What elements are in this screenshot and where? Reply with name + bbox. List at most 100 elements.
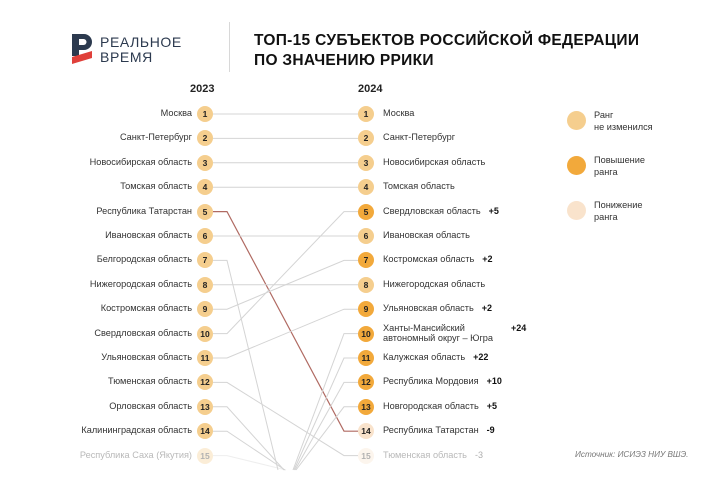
right-rank-badge: 1 xyxy=(358,106,374,122)
rank-change: +2 xyxy=(482,254,493,265)
left-rank-badge: 4 xyxy=(197,179,213,196)
right-region-name: Новосибирская область xyxy=(383,157,485,168)
right-region-name: Ивановская область xyxy=(383,230,470,241)
left-region-name: Белгородская область xyxy=(96,254,192,265)
right-region-name-line: Ивановская область xyxy=(383,230,470,240)
left-region-name: Москва xyxy=(160,108,192,118)
left-region-name: Костромская область xyxy=(100,303,192,314)
legend-label-line-1: Ранг xyxy=(594,110,614,120)
left-region-name: Томская область xyxy=(120,181,192,192)
right-rank-badge: 6 xyxy=(358,228,374,244)
right-region-name-line: Москва xyxy=(383,108,415,118)
rank-change: +2 xyxy=(481,303,493,314)
right-rank-badge: 7 xyxy=(358,252,374,269)
left-region-name: Санкт-Петербург xyxy=(119,132,192,143)
left-region-name: Тюменская область xyxy=(108,376,192,387)
right-region-name: Нижегородская область xyxy=(383,279,485,290)
slope-line-15 xyxy=(213,455,287,471)
right-rank-badge: 10 xyxy=(358,325,374,342)
left-rank-badge: 8 xyxy=(197,276,213,293)
legend-label-line-2: ранга xyxy=(594,167,618,177)
right-region-name-line: Томская область xyxy=(383,181,455,192)
right-region-name: Республика Татарстан xyxy=(383,425,479,436)
right-rank-badge: 15 xyxy=(358,447,374,464)
right-region-name-line: Ханты-Мансийский xyxy=(383,322,465,333)
logo-mark-icon xyxy=(72,34,92,64)
right-region-name-line-2: автономный округ – Югра xyxy=(383,333,494,344)
left-region-name: Орловская область xyxy=(109,400,192,411)
right-region-name: Свердловская область xyxy=(383,206,481,217)
left-region-name: Новосибирская область xyxy=(89,156,192,167)
year-label-right: 2024 xyxy=(358,83,383,95)
legend-swatch xyxy=(567,201,586,220)
right-region-name: Республика Мордовия xyxy=(383,376,479,387)
right-rank-badge: 11 xyxy=(358,350,374,366)
right-rank-badge: 5 xyxy=(358,203,374,220)
legend-label-line-1: Понижение xyxy=(594,200,643,210)
right-region-name: Санкт-Петербург xyxy=(383,132,455,143)
left-region-name: Нижегородская область xyxy=(89,278,192,289)
rank-change: +5 xyxy=(486,400,497,411)
slope-line-new-13 xyxy=(295,406,358,471)
legend-swatch xyxy=(567,111,586,130)
right-region-name-line: Новосибирская область xyxy=(383,156,486,167)
page-title: ТОП-15 СУБЪЕКТОВ РОССИЙСКОЙ ФЕДЕРАЦИИ ПО… xyxy=(254,31,639,71)
left-rank-badge: 3 xyxy=(197,154,213,171)
logo-line-2: ВРЕМЯ xyxy=(100,49,153,65)
slope-line-9 xyxy=(213,259,358,310)
right-rank-badge: 13 xyxy=(358,398,374,415)
left-rank-badge: 2 xyxy=(197,130,213,147)
right-region-name: Калужская область xyxy=(383,352,465,363)
left-region-name: Ивановская область xyxy=(105,230,192,240)
left-rank-badge: 9 xyxy=(197,301,213,318)
right-region-name: Костромская область xyxy=(383,254,474,265)
left-rank-badge: 11 xyxy=(197,350,213,366)
slope-line-new-12 xyxy=(294,381,358,471)
slope-line-10 xyxy=(213,211,358,335)
legend-label-line-1: Повышение xyxy=(594,155,645,165)
right-rank-badge: 4 xyxy=(358,179,374,196)
right-region-name-line: Санкт-Петербург xyxy=(383,132,456,143)
right-rank-badge: 3 xyxy=(358,154,374,171)
slope-line-new-10 xyxy=(292,333,358,471)
logo-text: РЕАЛЬНОЕ ВРЕМЯ xyxy=(100,35,182,65)
slope-line-7 xyxy=(213,259,279,471)
right-region-name-line: Республика Татарстан xyxy=(383,425,479,436)
left-region-name: Калининградская область xyxy=(81,425,192,436)
right-rank-badge: 8 xyxy=(358,276,374,293)
left-region-name: Республика Саха (Якутия) xyxy=(79,449,192,460)
right-region-name-line: Костромская область xyxy=(383,254,475,265)
right-region-name: Ханты-Мансийский автономный округ – Югра xyxy=(383,323,493,344)
right-region-name-line: Нижегородская область xyxy=(383,278,486,289)
legend-label: Ранг не изменился xyxy=(594,109,684,133)
left-rank-badge: 15 xyxy=(197,447,213,464)
legend-swatch xyxy=(567,156,586,175)
left-rank-badge: 1 xyxy=(197,106,213,122)
source-note: Источник: ИСИЭЗ НИУ ВШЭ. xyxy=(575,450,689,459)
slope-line-5 xyxy=(213,211,358,432)
slope-line-new-11 xyxy=(293,357,358,471)
rank-change: +24 xyxy=(511,322,527,333)
year-label-left: 2023 xyxy=(190,83,215,95)
rank-change: +22 xyxy=(473,352,489,362)
rank-change: -3 xyxy=(474,449,483,460)
rank-change: +5 xyxy=(488,205,499,216)
left-rank-badge: 6 xyxy=(197,228,213,244)
left-rank-badge: 5 xyxy=(197,203,213,220)
right-region-name: Ульяновская область xyxy=(383,303,474,314)
left-rank-badge: 7 xyxy=(197,252,213,269)
left-region-name: Ульяновская область xyxy=(101,352,192,362)
right-region-name-line: Тюменская область xyxy=(383,449,467,460)
slope-line-14 xyxy=(213,430,286,471)
right-region-name: Тюменская область xyxy=(383,450,467,461)
rank-change: -9 xyxy=(486,425,495,436)
right-region-name-line: Ульяновская область xyxy=(383,303,474,314)
logo-line-1: РЕАЛЬНОЕ xyxy=(100,34,182,50)
legend-label-line-2: не изменился xyxy=(594,122,653,132)
right-rank-badge: 2 xyxy=(358,130,374,147)
slope-line-13 xyxy=(213,406,285,471)
slope-line-11 xyxy=(213,308,358,359)
right-region-name: Москва xyxy=(383,108,414,119)
rank-change: +10 xyxy=(486,376,502,387)
